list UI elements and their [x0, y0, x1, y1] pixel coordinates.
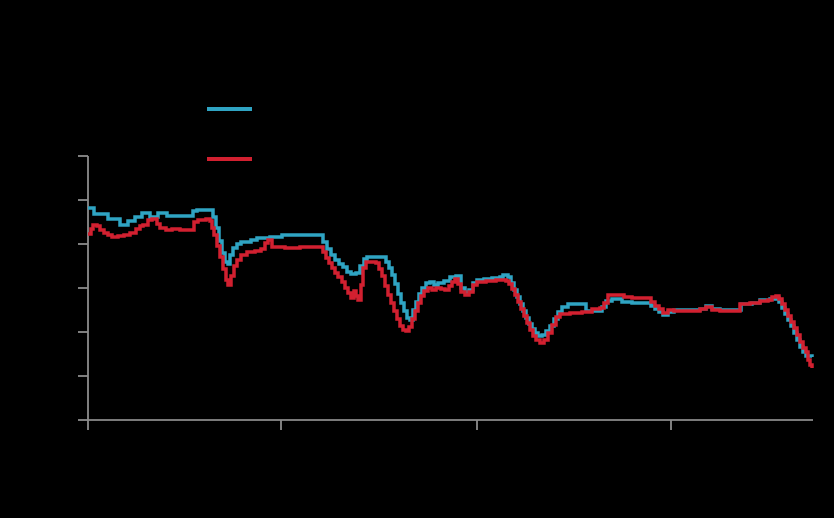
legend — [207, 107, 252, 161]
series-lines — [88, 206, 814, 368]
series-red-line — [88, 217, 814, 368]
series-cyan-line — [88, 206, 814, 358]
x-axis — [87, 419, 813, 430]
y-axis — [78, 155, 89, 421]
